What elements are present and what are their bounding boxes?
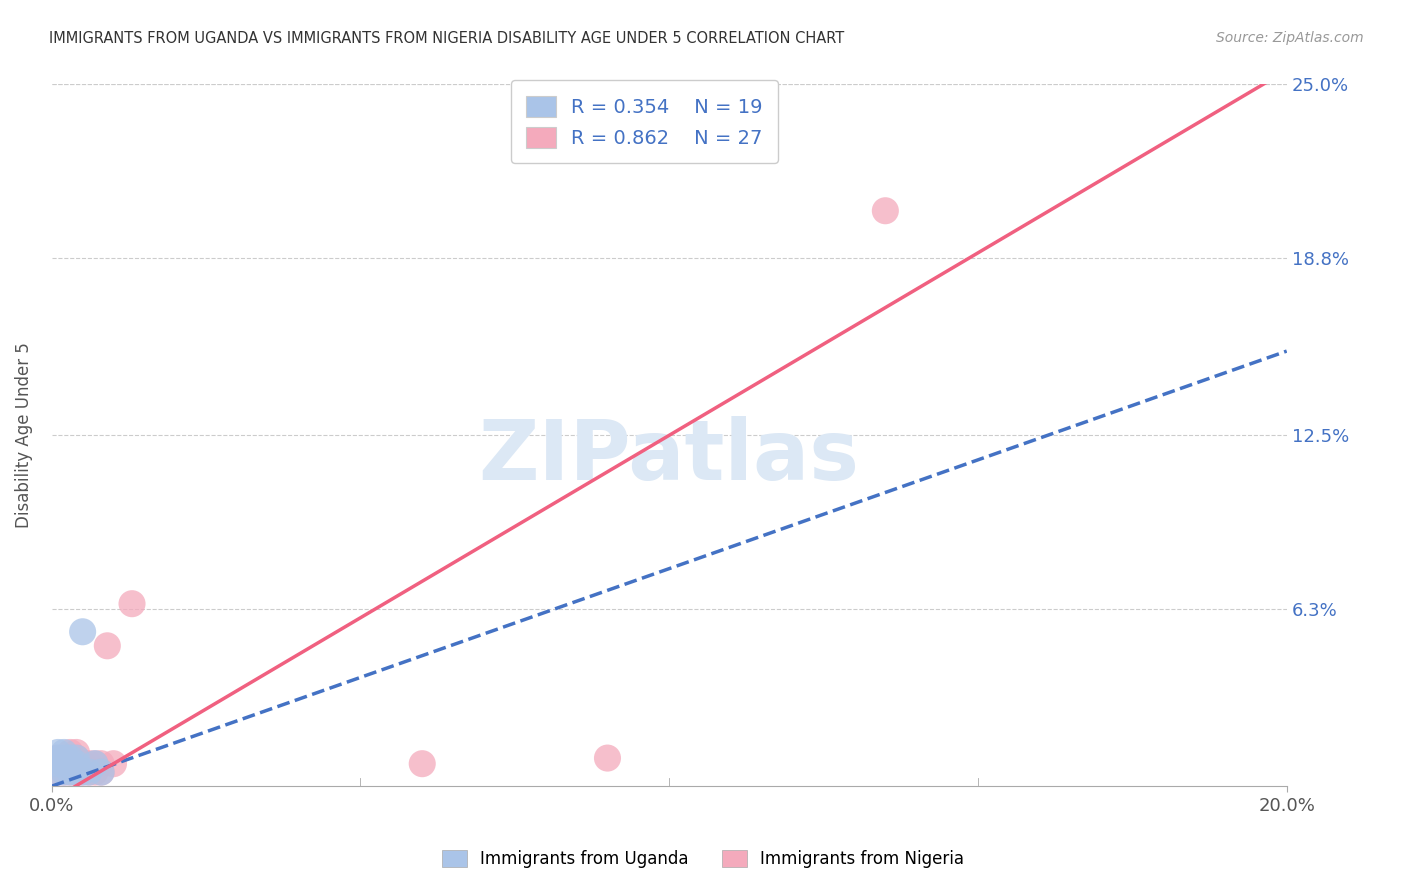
Point [59,756,82,771]
Point [72,765,94,780]
Point [53,756,76,771]
Point [59,765,82,780]
Point [90,756,112,771]
Point [59,751,82,765]
Point [65,765,87,780]
Y-axis label: Disability Age Under 5: Disability Age Under 5 [15,343,32,528]
Legend: Immigrants from Uganda, Immigrants from Nigeria: Immigrants from Uganda, Immigrants from … [433,842,973,877]
Point [77,756,100,771]
Point [65,751,87,765]
Point [59,746,82,760]
Point [46,751,69,765]
Point [121,597,143,611]
Text: IMMIGRANTS FROM UGANDA VS IMMIGRANTS FROM NIGERIA DISABILITY AGE UNDER 5 CORRELA: IMMIGRANTS FROM UGANDA VS IMMIGRANTS FRO… [49,31,845,46]
Point [72,624,94,639]
Point [72,765,94,780]
Point [411,756,433,771]
Point [65,756,87,771]
Point [53,746,76,760]
Point [77,765,100,780]
Point [84,756,107,771]
Point [46,765,69,780]
Point [65,765,87,780]
Point [65,756,87,771]
Point [596,751,619,765]
Point [46,756,69,771]
Point [90,765,112,780]
Point [77,765,100,780]
Point [53,751,76,765]
Text: ZIPatlas: ZIPatlas [478,416,859,497]
Point [875,203,897,218]
Point [84,765,107,780]
Point [53,765,76,780]
Text: Source: ZipAtlas.com: Source: ZipAtlas.com [1216,31,1364,45]
Legend: R = 0.354    N = 19, R = 0.862    N = 27: R = 0.354 N = 19, R = 0.862 N = 27 [510,80,778,163]
Point [96,639,118,653]
Point [103,756,125,771]
Point [59,765,82,780]
Point [59,756,82,771]
Point [53,756,76,771]
Point [46,751,69,765]
Point [53,765,76,780]
Point [90,765,112,780]
Point [65,746,87,760]
Point [72,756,94,771]
Point [53,751,76,765]
Point [46,756,69,771]
Point [46,765,69,780]
Point [65,751,87,765]
Point [84,756,107,771]
Point [46,746,69,760]
